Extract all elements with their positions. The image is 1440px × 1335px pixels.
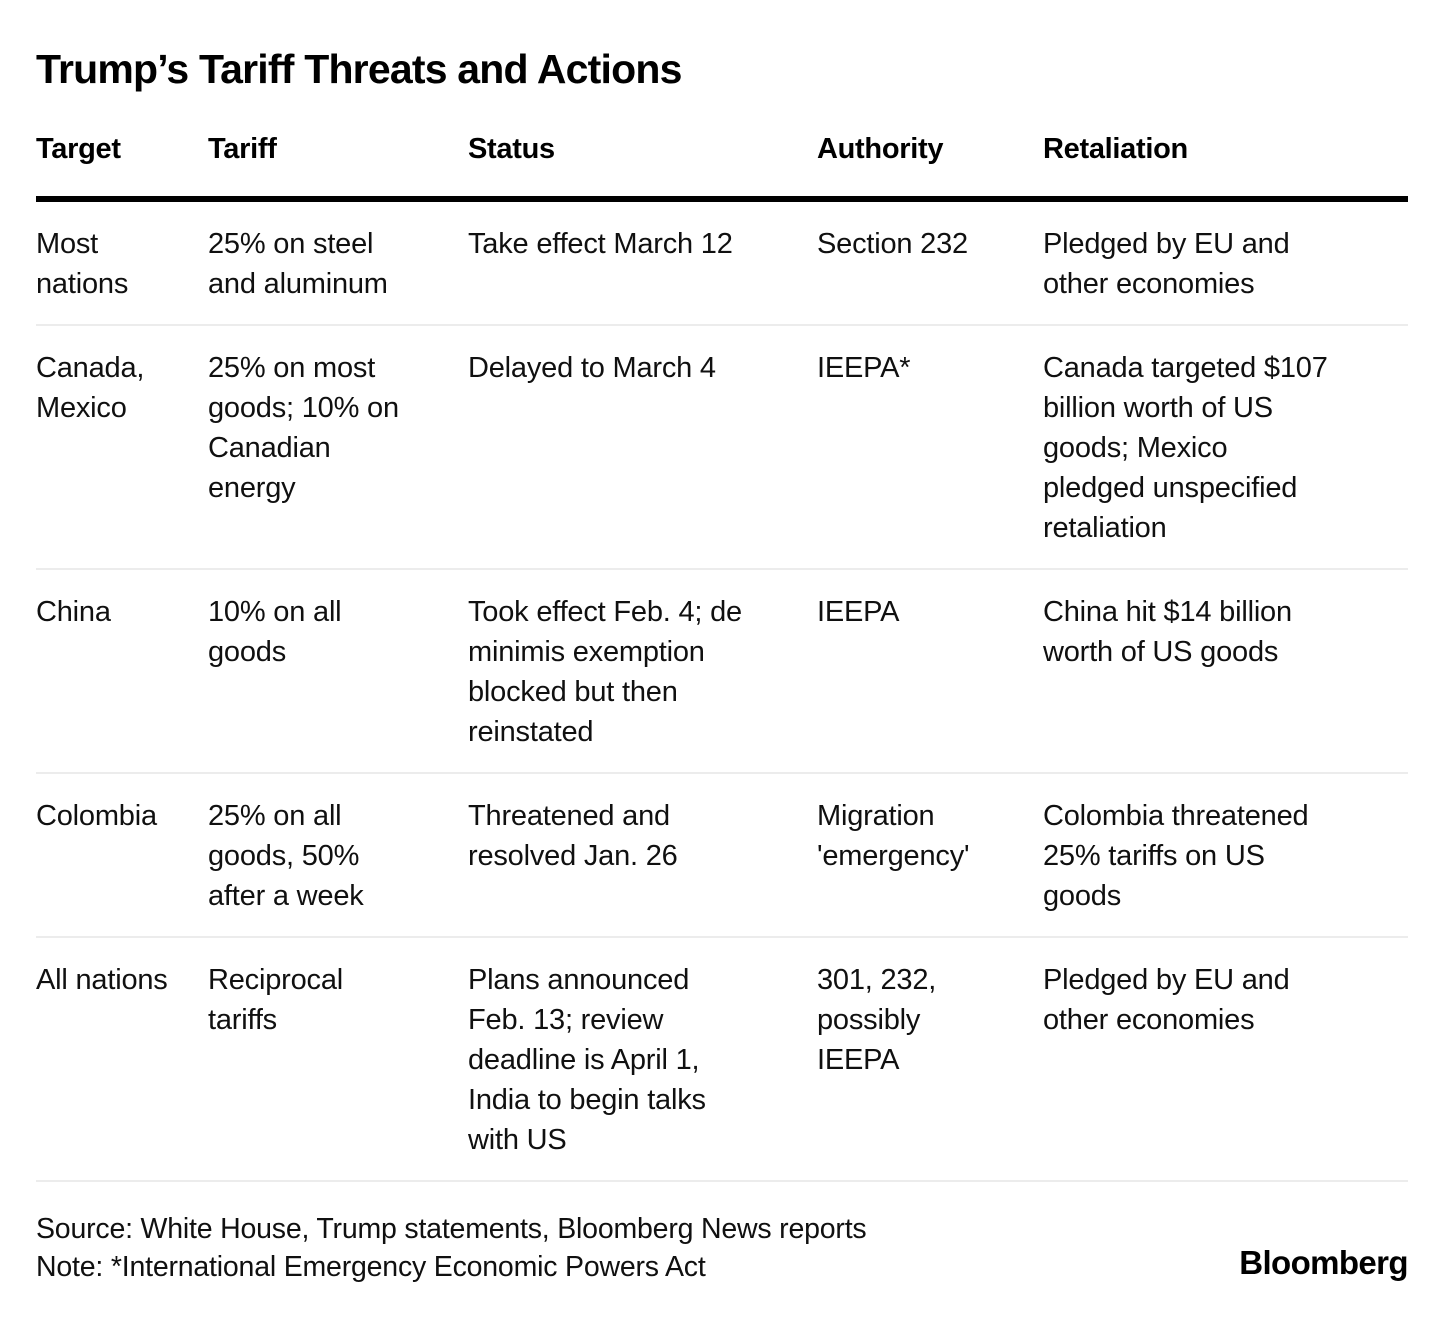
cell-retaliation: Pledged by EU and other economies	[1043, 964, 1290, 1036]
cell-retaliation: Colombia threatened 25% tariffs on US go…	[1043, 800, 1309, 912]
cell-tariff: 25% on most goods; 10% on Canadian energ…	[208, 352, 399, 504]
source-line: Source: White House, Trump statements, B…	[36, 1213, 867, 1245]
cell-target: Colombia	[36, 800, 157, 832]
cell-authority: IEEPA	[817, 596, 900, 628]
cell-target: China	[36, 596, 111, 628]
cell-tariff: Reciprocal tariffs	[208, 964, 343, 1036]
cell-target: All nations	[36, 964, 168, 996]
page-title: Trump’s Tariff Threats and Actions	[36, 46, 682, 92]
cell-status: Delayed to March 4	[468, 352, 716, 384]
cell-status: Plans announced Feb. 13; review deadline…	[468, 964, 706, 1156]
table-row: Canada, Mexico 25% on most goods; 10% on…	[36, 326, 1408, 570]
cell-status: Took effect Feb. 4; de minimis exemption…	[468, 596, 742, 748]
table-row: All nations Reciprocal tariffs Plans ann…	[36, 938, 1408, 1182]
cell-authority: IEEPA*	[817, 352, 911, 384]
cell-authority: 301, 232, possibly IEEPA	[817, 964, 937, 1076]
cell-status: Threatened and resolved Jan. 26	[468, 800, 678, 872]
bloomberg-table-graphic: Trump’s Tariff Threats and Actions Targe…	[36, 46, 1409, 1286]
table-row: China 10% on all goods Took effect Feb. …	[36, 570, 1408, 774]
cell-tariff: 25% on all goods, 50% after a week	[208, 800, 364, 912]
column-header-target: Target	[36, 133, 121, 165]
footer: Source: White House, Trump statements, B…	[36, 1182, 1409, 1286]
cell-authority: Migration 'emergency'	[817, 800, 970, 872]
column-header-authority: Authority	[817, 133, 944, 165]
table-row: Colombia 25% on all goods, 50% after a w…	[36, 774, 1408, 938]
cell-authority: Section 232	[817, 228, 968, 260]
bloomberg-logo: Bloomberg	[1239, 1244, 1408, 1281]
cell-tariff: 10% on all goods	[208, 596, 342, 668]
cell-retaliation: China hit $14 billion worth of US goods	[1043, 596, 1292, 668]
note-line: Note: *International Emergency Economic …	[36, 1251, 706, 1283]
cell-retaliation: Canada targeted $107 billion worth of US…	[1043, 352, 1328, 544]
cell-tariff: 25% on steel and aluminum	[208, 228, 388, 300]
table-row: Most nations 25% on steel and aluminum T…	[36, 202, 1408, 326]
column-header-retaliation: Retaliation	[1043, 133, 1188, 165]
column-header-status: Status	[468, 133, 555, 165]
cell-status: Take effect March 12	[468, 228, 733, 260]
cell-target: Canada, Mexico	[36, 352, 145, 424]
column-header-tariff: Tariff	[208, 133, 277, 165]
cell-target: Most nations	[36, 228, 129, 300]
footer-credits: Source: White House, Trump statements, B…	[36, 1210, 867, 1286]
cell-retaliation: Pledged by EU and other economies	[1043, 228, 1290, 300]
table-header-row: Target Tariff Status Authority Retaliati…	[36, 133, 1408, 202]
